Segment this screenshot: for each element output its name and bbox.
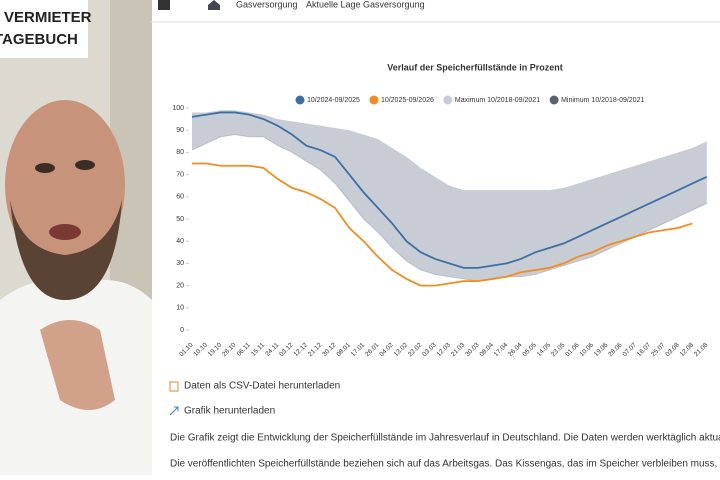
breadcrumb[interactable]: Aktuelle Lage Gasversorgung <box>306 0 425 9</box>
paragraph: Die Grafik zeigt die Entwicklung der Spe… <box>170 433 720 444</box>
legend-label: Minimum 10/2018-09/2021 <box>561 97 644 104</box>
y-tick-label: 30 <box>176 260 184 267</box>
legend-marker <box>295 95 305 105</box>
download-icon <box>169 406 179 416</box>
max-band <box>192 110 707 282</box>
eye <box>75 160 95 170</box>
home-icon[interactable] <box>208 0 220 10</box>
head <box>5 100 125 270</box>
y-tick-label: 90 <box>176 127 184 134</box>
series-line <box>191 111 708 269</box>
link[interactable]: Daten als CSV-Datei herunterladen <box>184 381 340 392</box>
series-line <box>192 162 693 287</box>
logo-text: VERMIETER <box>4 9 92 26</box>
breadcrumb[interactable]: Gasversorgung <box>236 0 298 9</box>
paragraph: Die veröffentlichten Speicherfüllstände … <box>170 459 720 470</box>
legend-label: 10/2025-09/2026 <box>381 97 434 104</box>
link[interactable]: Grafik herunterladen <box>184 406 275 417</box>
eagle-icon <box>158 0 170 10</box>
legend-marker <box>443 95 453 105</box>
legend-marker <box>549 95 559 105</box>
y-tick-label: 20 <box>176 282 184 289</box>
y-tick-label: 70 <box>176 171 184 178</box>
legend-label: 10/2024-09/2025 <box>307 97 360 104</box>
logo-text: TAGEBUCH <box>0 31 78 48</box>
mouth <box>49 224 81 240</box>
eye <box>35 163 55 173</box>
y-tick-label: 0 <box>180 327 184 334</box>
y-tick-label: 50 <box>176 216 184 223</box>
min-line <box>191 134 708 282</box>
csv-icon <box>169 381 179 392</box>
y-tick-label: 100 <box>172 105 184 112</box>
hand <box>40 320 115 410</box>
logo-box <box>0 0 88 58</box>
chart-title: Verlauf der Speicherfüllstände in Prozen… <box>387 62 563 72</box>
legend-label: Maximum 10/2018-09/2021 <box>455 97 540 104</box>
legend-marker <box>369 95 379 105</box>
y-tick-label: 40 <box>176 238 184 245</box>
beard <box>10 200 122 300</box>
y-tick-label: 10 <box>176 305 184 312</box>
y-tick-label: 80 <box>176 149 184 156</box>
y-tick-label: 60 <box>176 194 184 201</box>
